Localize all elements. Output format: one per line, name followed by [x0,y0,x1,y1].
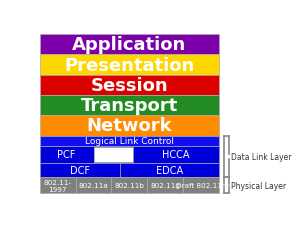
Bar [40,164,219,177]
Bar [76,177,111,194]
Text: Transport: Transport [81,97,178,115]
Bar [120,164,219,177]
Text: EDCA: EDCA [156,166,183,175]
Text: Logical Link Control: Logical Link Control [85,137,174,145]
Text: Physical Layer: Physical Layer [231,181,286,190]
Bar [147,177,183,194]
Text: 802.11b: 802.11b [114,182,144,188]
Text: 802.11a: 802.11a [79,182,108,188]
Bar [183,177,219,194]
Bar [40,146,219,164]
Bar [111,177,147,194]
Text: HCCA: HCCA [162,150,190,160]
Text: Session: Session [91,77,168,94]
Bar [40,75,219,96]
Bar [40,96,219,116]
Bar [94,147,133,162]
Text: Network: Network [86,117,172,135]
Text: PCF: PCF [58,150,76,160]
Text: Data Link Layer: Data Link Layer [231,152,292,161]
Bar [40,146,94,164]
Bar [133,146,219,164]
Bar [40,35,219,55]
Bar [40,116,219,136]
Text: 802.11g: 802.11g [150,182,180,188]
Bar [40,164,120,177]
Text: Application: Application [72,36,187,54]
Bar [40,136,219,146]
Bar [40,55,219,75]
Bar [40,177,76,194]
Text: 802.11-
1997: 802.11- 1997 [44,179,72,192]
Text: Draft 802.11n: Draft 802.11n [176,182,226,188]
Text: Presentation: Presentation [64,56,194,74]
Text: DCF: DCF [70,166,90,175]
